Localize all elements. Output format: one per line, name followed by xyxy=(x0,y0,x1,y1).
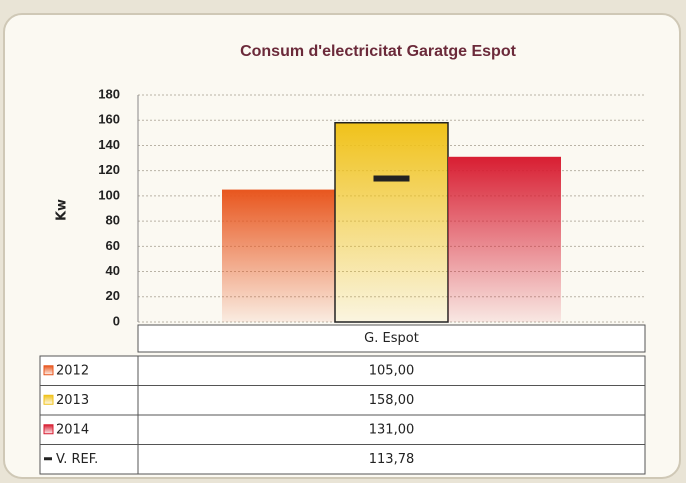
legend-symbol xyxy=(43,365,54,376)
legend-symbol xyxy=(44,457,52,461)
y-tick-label: 40 xyxy=(106,263,120,278)
value-label: 158,00 xyxy=(369,393,415,408)
value-label: 131,00 xyxy=(369,422,415,437)
legend-label: 2014 xyxy=(56,422,89,437)
y-tick-label: 80 xyxy=(106,213,120,228)
reference-marker xyxy=(373,175,410,182)
bar xyxy=(222,189,335,322)
y-tick-label: 20 xyxy=(106,288,120,303)
table-row xyxy=(39,355,646,386)
category-label: G. Espot xyxy=(364,331,419,346)
legend-label: V. REF. xyxy=(56,452,98,467)
bar xyxy=(334,121,449,323)
y-tick-label: 180 xyxy=(98,86,120,101)
legend-symbol xyxy=(43,424,54,435)
y-axis-label: Kw xyxy=(55,199,70,221)
value-label: 113,78 xyxy=(369,452,415,467)
chart-title: Consum d'electricitat Garatge Espot xyxy=(240,43,517,60)
table-row xyxy=(39,414,646,445)
legend-label: 2013 xyxy=(56,393,89,408)
table-row xyxy=(39,444,646,475)
y-tick-label: 60 xyxy=(106,238,120,253)
y-tick-label: 0 xyxy=(113,313,120,328)
y-tick-label: 140 xyxy=(98,137,120,152)
y-tick-label: 160 xyxy=(98,112,120,127)
legend-symbol xyxy=(43,394,54,405)
y-tick-label: 100 xyxy=(98,187,120,202)
value-label: 105,00 xyxy=(369,363,415,378)
legend-label: 2012 xyxy=(56,363,89,378)
y-tick-label: 120 xyxy=(98,162,120,177)
bar xyxy=(448,156,561,322)
table-row xyxy=(39,385,646,416)
table-header xyxy=(137,324,646,353)
